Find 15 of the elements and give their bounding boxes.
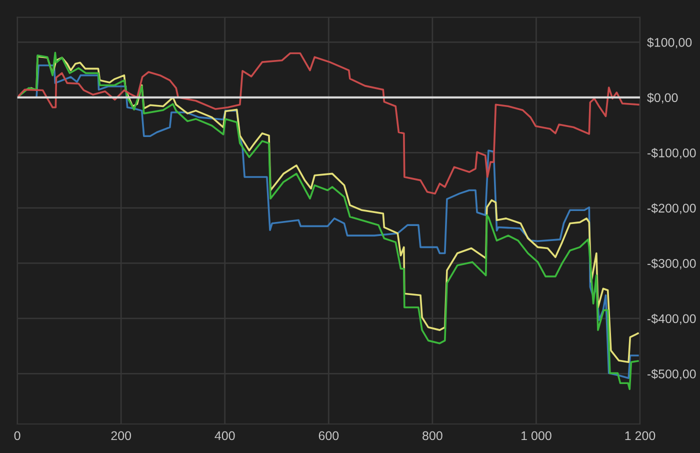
y-tick-label: $100,00 [647,37,692,48]
y-tick-label: -$100,00 [648,148,696,159]
x-tick-label: 200 [111,431,132,440]
y-tick-label: -$200,00 [648,203,696,214]
x-tick-label: 1 200 [625,431,656,440]
x-tick-label: 600 [318,431,339,440]
x-tick-label: 400 [214,431,235,440]
y-tick-label: -$400,00 [648,314,696,325]
x-tick-label: 800 [422,431,442,440]
x-tick-label: 0 [14,431,20,440]
line-series [17,52,640,194]
y-tick-label: -$300,00 [648,258,696,270]
x-tick-label: 1 000 [522,431,552,440]
y-tick-label: $0,00 [647,92,678,104]
y-tick-label: -$500,00 [648,368,696,380]
